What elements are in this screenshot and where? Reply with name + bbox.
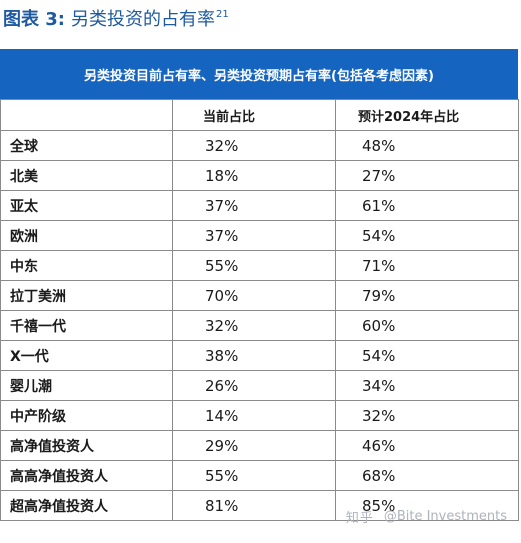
table-row: 北美 18% 27% (0, 160, 519, 191)
table-row: 高净值投资人 29% 46% (0, 430, 519, 461)
row-label: 高净值投资人 (0, 430, 173, 461)
zhihu-logo: 知乎 (345, 511, 374, 526)
table-row: 拉丁美洲 70% 79% (0, 280, 519, 311)
row-label: 中产阶级 (0, 400, 173, 431)
data-table-container: 另类投资目前占有率、另类投资预期占有率(包括各考虑因素) 当前占比 预计2024… (0, 49, 519, 521)
expected-share: 27% (335, 160, 519, 191)
current-share: 55% (172, 460, 336, 491)
row-label: 欧洲 (0, 220, 173, 251)
row-label: 亚太 (0, 190, 173, 221)
table-banner: 另类投资目前占有率、另类投资预期占有率(包括各考虑因素) (0, 49, 518, 99)
current-share: 26% (172, 370, 336, 401)
header-expected: 预计2024年占比 (335, 99, 519, 131)
expected-share: 71% (335, 250, 519, 281)
expected-share: 85% (335, 490, 519, 521)
figure-label: 图表 3: (3, 9, 65, 30)
table-row: 高高净值投资人 55% 68% (0, 460, 519, 491)
expected-share: 32% (335, 400, 519, 431)
table-row: 亚太 37% 61% (0, 190, 519, 221)
table-row: 千禧一代 32% 60% (0, 310, 519, 341)
watermark: 知乎 @Bite Investments (346, 507, 507, 526)
row-label: 超高净值投资人 (0, 490, 173, 521)
row-label: 拉丁美洲 (0, 280, 173, 311)
table-row: X一代 38% 54% (0, 340, 519, 371)
table-row: 超高净值投资人 81% 85% (0, 490, 519, 521)
header-current: 当前占比 (172, 99, 336, 131)
table-row: 中产阶级 14% 32% (0, 400, 519, 431)
current-share: 29% (172, 430, 336, 461)
row-label: 北美 (0, 160, 173, 191)
expected-share: 48% (335, 130, 519, 161)
row-label: 中东 (0, 250, 173, 281)
current-share: 14% (172, 400, 336, 431)
current-share: 37% (172, 190, 336, 221)
table-row: 全球 32% 48% (0, 130, 519, 161)
expected-share: 68% (335, 460, 519, 491)
current-share: 81% (172, 490, 336, 521)
expected-share: 79% (335, 280, 519, 311)
row-label: 千禧一代 (0, 310, 173, 341)
expected-share: 46% (335, 430, 519, 461)
current-share: 37% (172, 220, 336, 251)
figure-title: 图表 3: 另类投资的占有率21 (3, 2, 229, 30)
table-row: 婴儿潮 26% 34% (0, 370, 519, 401)
expected-share: 61% (335, 190, 519, 221)
row-label: 全球 (0, 130, 173, 161)
table-header-row: 当前占比 预计2024年占比 (0, 99, 519, 131)
current-share: 32% (172, 130, 336, 161)
expected-share: 54% (335, 340, 519, 371)
table-row: 中东 55% 71% (0, 250, 519, 281)
row-label: X一代 (0, 340, 173, 371)
table-body: 全球 32% 48% 北美 18% 27% 亚太 37% 61% 欧洲 37% … (0, 130, 519, 521)
current-share: 55% (172, 250, 336, 281)
current-share: 18% (172, 160, 336, 191)
header-group (0, 99, 173, 131)
current-share: 38% (172, 340, 336, 371)
row-label: 高高净值投资人 (0, 460, 173, 491)
watermark-text: @Bite Investments (383, 509, 507, 524)
figure-title-text: 另类投资的占有率 (71, 9, 215, 30)
current-share: 32% (172, 310, 336, 341)
expected-share: 34% (335, 370, 519, 401)
row-label: 婴儿潮 (0, 370, 173, 401)
table-row: 欧洲 37% 54% (0, 220, 519, 251)
current-share: 70% (172, 280, 336, 311)
data-table: 当前占比 预计2024年占比 全球 32% 48% 北美 18% 27% 亚太 … (0, 99, 519, 521)
footnote-marker: 21 (216, 9, 229, 20)
expected-share: 54% (335, 220, 519, 251)
expected-share: 60% (335, 310, 519, 341)
